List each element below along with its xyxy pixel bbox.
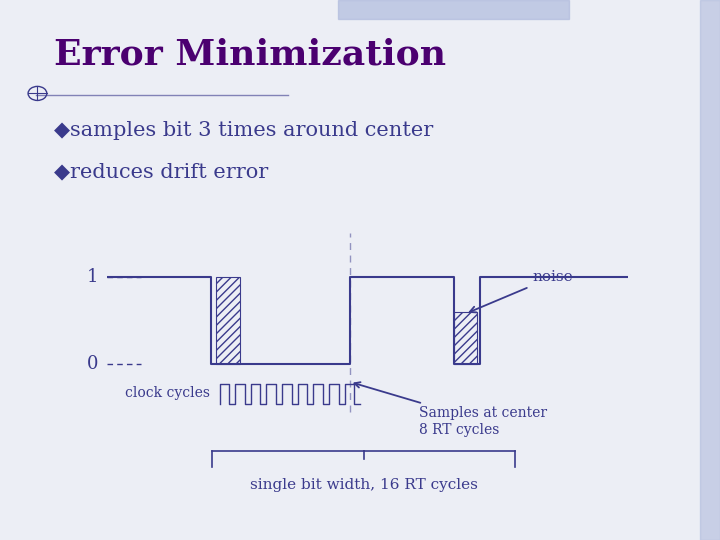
Text: Error Minimization: Error Minimization — [54, 38, 446, 72]
Text: clock cycles: clock cycles — [125, 386, 210, 400]
Bar — [338, 0, 569, 19]
Text: single bit width, 16 RT cycles: single bit width, 16 RT cycles — [250, 478, 477, 492]
Text: 1: 1 — [86, 268, 98, 286]
Text: noise: noise — [469, 270, 573, 312]
Text: Samples at center
8 RT cycles: Samples at center 8 RT cycles — [354, 382, 547, 436]
Bar — [700, 0, 720, 540]
Text: 0: 0 — [86, 355, 98, 374]
Bar — [216, 277, 240, 364]
Text: ◆samples bit 3 times around center: ◆samples bit 3 times around center — [54, 122, 433, 140]
Text: ◆reduces drift error: ◆reduces drift error — [54, 162, 269, 181]
Bar — [454, 312, 477, 365]
